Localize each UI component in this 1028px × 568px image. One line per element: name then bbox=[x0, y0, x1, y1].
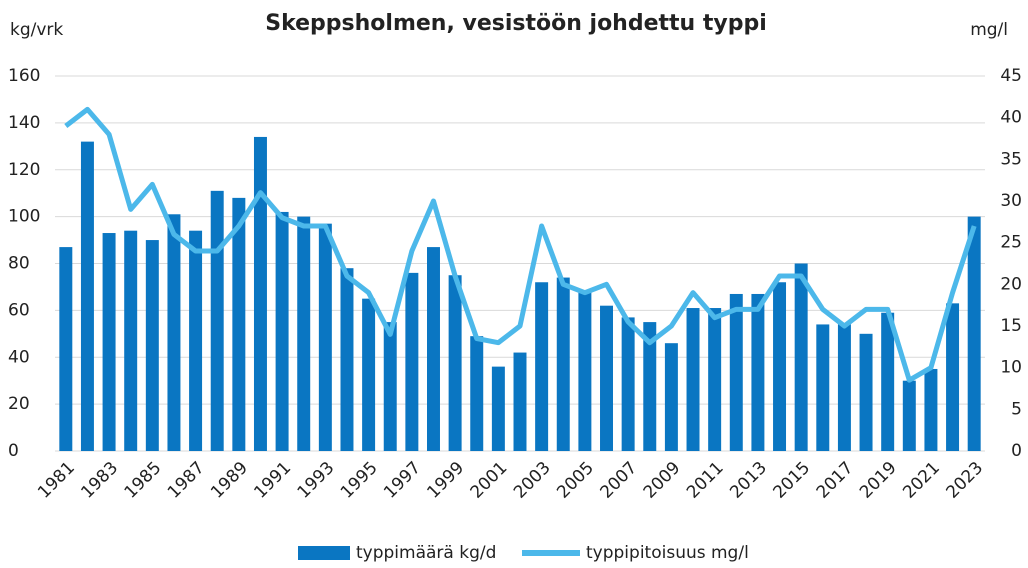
bar bbox=[167, 214, 181, 451]
x-tick-label: 2013 bbox=[726, 458, 771, 503]
x-tick-label: 2015 bbox=[769, 458, 814, 503]
legend-swatch bbox=[298, 546, 350, 560]
y2-tick-label: 35 bbox=[1000, 149, 1022, 169]
line bbox=[64, 106, 977, 383]
bar bbox=[902, 380, 916, 451]
bar bbox=[967, 216, 981, 451]
bar bbox=[535, 282, 549, 451]
bar bbox=[59, 247, 73, 451]
bar bbox=[145, 240, 159, 451]
x-tick-label: 1991 bbox=[250, 458, 295, 503]
bar bbox=[816, 324, 830, 451]
legend-label: typpimäärä kg/d bbox=[356, 543, 496, 563]
bar bbox=[253, 136, 267, 451]
x-tick-label: 2001 bbox=[467, 458, 512, 503]
y-tick-label: 20 bbox=[8, 394, 30, 414]
y2-axis-label: mg/l bbox=[970, 20, 1008, 40]
bar bbox=[80, 141, 94, 451]
x-tick-label: 2011 bbox=[683, 458, 728, 503]
bar bbox=[556, 277, 570, 451]
bar bbox=[708, 308, 722, 451]
bar bbox=[729, 293, 743, 451]
bar bbox=[383, 322, 397, 451]
y2-tick-label: 45 bbox=[1000, 66, 1022, 86]
x-tick-label: 1985 bbox=[121, 458, 166, 503]
x-tick-label: 1993 bbox=[294, 458, 339, 503]
bar bbox=[924, 368, 938, 451]
y2-tick-label: 5 bbox=[1011, 399, 1022, 419]
bar bbox=[297, 216, 311, 451]
chart-title: Skeppsholmen, vesistöön johdettu typpi bbox=[265, 11, 767, 36]
legend-label: typpipitoisuus mg/l bbox=[586, 543, 749, 563]
bar bbox=[210, 190, 224, 451]
x-tick-label: 1987 bbox=[164, 458, 209, 503]
y-tick-label: 120 bbox=[8, 160, 40, 180]
bar bbox=[773, 282, 787, 451]
bar bbox=[405, 272, 419, 451]
bar bbox=[340, 268, 354, 451]
bar bbox=[491, 366, 505, 451]
bar bbox=[859, 333, 873, 451]
bar bbox=[664, 343, 678, 451]
bar bbox=[102, 233, 116, 451]
y2-tick-label: 20 bbox=[1000, 274, 1022, 294]
y-tick-label: 80 bbox=[8, 254, 30, 274]
bar bbox=[837, 324, 851, 451]
bar bbox=[881, 312, 895, 451]
bar bbox=[189, 230, 203, 451]
x-tick-label: 2005 bbox=[553, 458, 598, 503]
bar bbox=[513, 352, 527, 451]
x-tick-label: 2003 bbox=[510, 458, 555, 503]
bar bbox=[275, 211, 289, 451]
y-tick-label: 160 bbox=[8, 66, 40, 86]
bar bbox=[232, 197, 246, 451]
y-tick-label: 140 bbox=[8, 113, 40, 133]
bar bbox=[643, 322, 657, 451]
y2-tick-label: 30 bbox=[1000, 191, 1022, 211]
y2-tick-label: 10 bbox=[1000, 358, 1022, 378]
y-tick-label: 40 bbox=[8, 347, 30, 367]
x-tick-label: 1983 bbox=[77, 458, 122, 503]
bar bbox=[751, 293, 765, 451]
bar bbox=[946, 303, 960, 451]
bar bbox=[318, 223, 332, 451]
bar bbox=[600, 305, 613, 451]
y2-tick-label: 0 bbox=[1011, 441, 1022, 461]
bar bbox=[448, 275, 462, 451]
y2-tick-label: 15 bbox=[1000, 316, 1022, 336]
x-tick-label: 1999 bbox=[423, 458, 468, 503]
bar bbox=[427, 247, 440, 451]
x-tick-label: 1997 bbox=[380, 458, 425, 503]
y-tick-label: 100 bbox=[8, 207, 40, 227]
x-tick-label: 2021 bbox=[899, 458, 944, 503]
y-tick-label: 0 bbox=[8, 441, 19, 461]
x-tick-label: 1981 bbox=[34, 458, 79, 503]
y-tick-label: 60 bbox=[8, 300, 30, 320]
bar bbox=[124, 230, 138, 451]
bar bbox=[794, 263, 808, 451]
x-tick-label: 2023 bbox=[943, 458, 988, 503]
x-tick-label: 1989 bbox=[207, 458, 252, 503]
y-axis-label: kg/vrk bbox=[10, 20, 63, 40]
y2-tick-label: 40 bbox=[1000, 108, 1022, 128]
bar bbox=[621, 317, 635, 451]
x-tick-label: 2019 bbox=[856, 458, 901, 503]
bar bbox=[578, 291, 592, 451]
bar bbox=[686, 308, 700, 451]
y2-tick-label: 25 bbox=[1000, 233, 1022, 253]
bar bbox=[470, 336, 484, 451]
x-tick-label: 2009 bbox=[640, 458, 685, 503]
bar bbox=[362, 298, 376, 451]
x-tick-label: 2017 bbox=[813, 458, 858, 503]
x-tick-label: 1995 bbox=[337, 458, 382, 503]
x-tick-label: 2007 bbox=[596, 458, 641, 503]
